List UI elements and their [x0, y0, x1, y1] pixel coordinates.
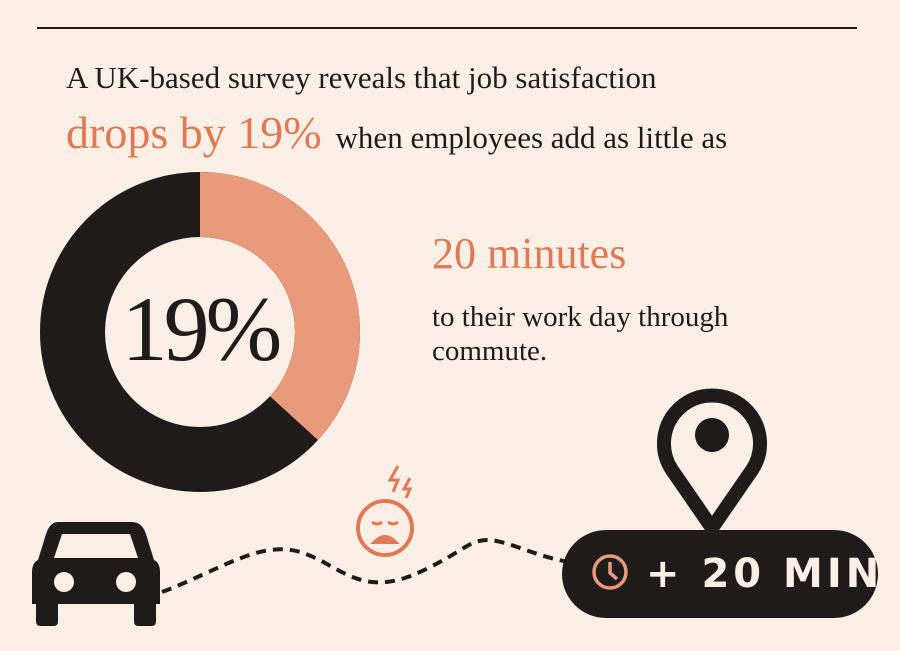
highlight: drops by 19%	[66, 107, 322, 158]
clock-icon	[592, 554, 628, 590]
header-line: drops by 19% when employees add as littl…	[66, 107, 727, 158]
route	[161, 538, 593, 594]
donut-label: 19%	[122, 278, 280, 380]
badge	[562, 530, 878, 618]
sad-face-icon	[356, 465, 414, 557]
header-rest: when employees add as little as	[336, 120, 728, 155]
detail-highlight: 20 minutes	[432, 229, 626, 278]
badge-text: + 20 MIN	[646, 551, 883, 597]
pin-icon	[657, 388, 767, 535]
header-line: A UK-based survey reveals that job satis…	[66, 60, 657, 95]
car-icon	[32, 522, 160, 626]
donut: 19%	[40, 172, 361, 492]
detail-line: commute.	[432, 335, 547, 367]
detail-line: to their work day through	[432, 301, 729, 333]
donut-arc	[200, 172, 361, 441]
